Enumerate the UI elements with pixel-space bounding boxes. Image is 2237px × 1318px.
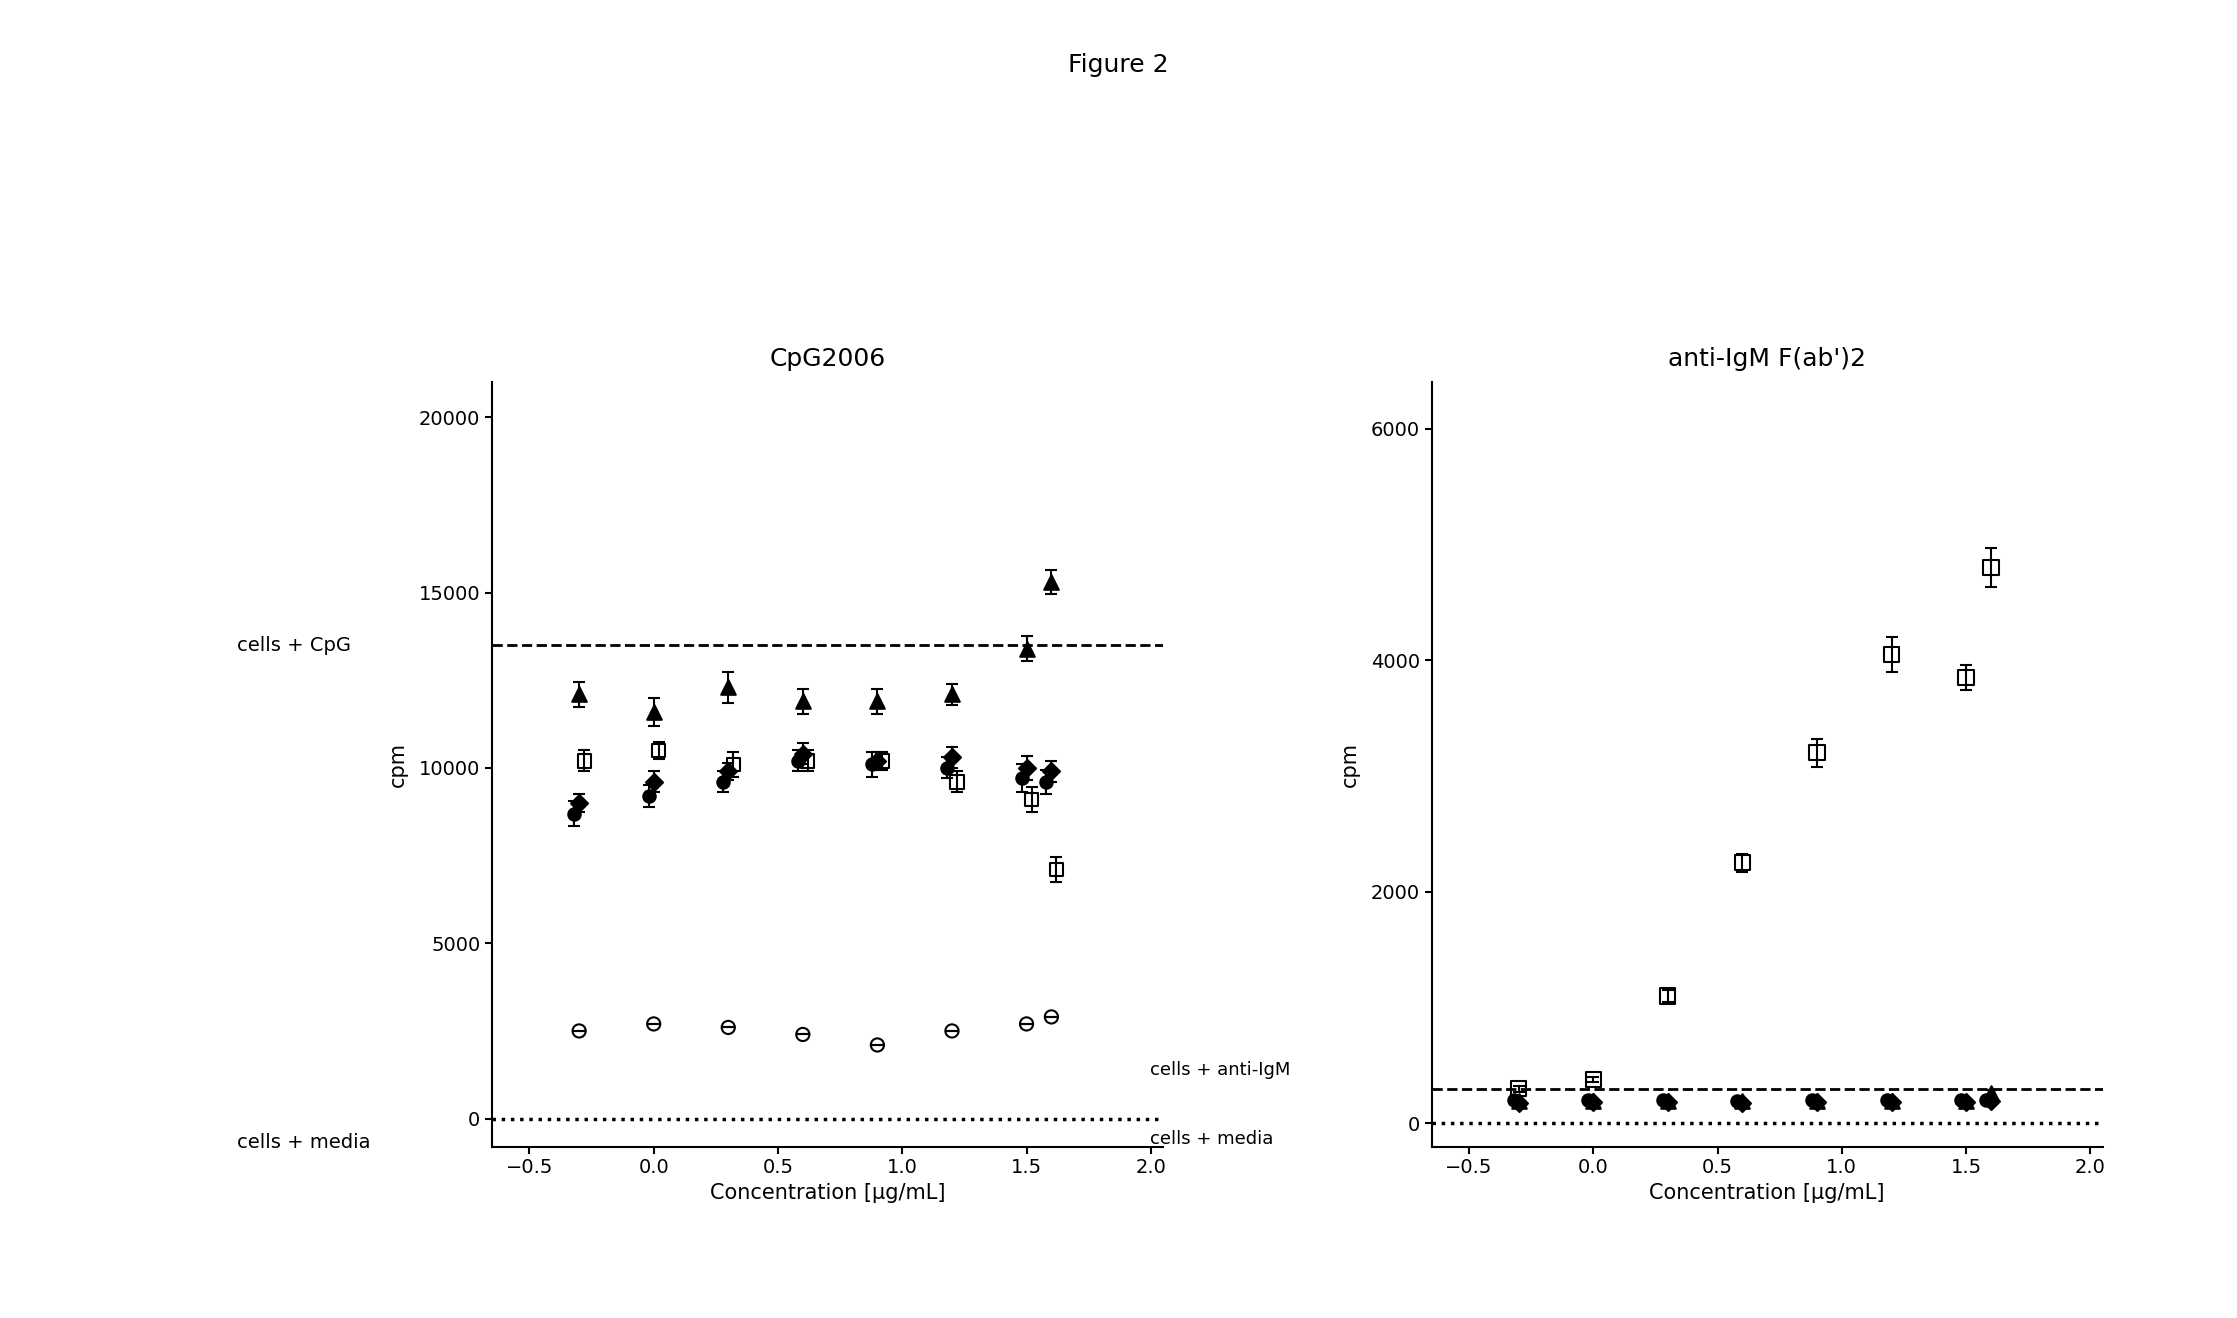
Point [1799, 742, 1834, 763]
Point [1973, 558, 2009, 579]
Point [705, 771, 740, 792]
Point [1033, 572, 1069, 593]
Y-axis label: cpm: cpm [387, 742, 407, 787]
Point [1009, 1014, 1045, 1035]
Point [635, 771, 671, 792]
Point [1009, 758, 1045, 779]
Point [631, 786, 667, 807]
Point [1501, 1078, 1537, 1099]
Point [1794, 1090, 1830, 1111]
Point [1004, 768, 1040, 789]
Point [859, 691, 895, 712]
Point [1575, 1069, 1611, 1090]
Text: cells + anti-IgM: cells + anti-IgM [1150, 1061, 1291, 1079]
Point [640, 739, 676, 760]
Point [1009, 638, 1045, 659]
Point [716, 754, 752, 775]
Point [561, 1020, 597, 1041]
Point [711, 1017, 747, 1039]
X-axis label: Concentration [µg/mL]: Concentration [µg/mL] [709, 1184, 946, 1203]
Point [1725, 1091, 1761, 1112]
Point [1501, 1091, 1537, 1112]
Point [711, 676, 747, 697]
Point [1029, 771, 1065, 792]
Point [855, 754, 890, 775]
Point [928, 758, 964, 779]
Point [1038, 859, 1074, 880]
Point [935, 747, 971, 768]
Point [1570, 1090, 1606, 1111]
Text: cells + media: cells + media [237, 1132, 371, 1152]
Point [935, 684, 971, 705]
Point [1720, 1091, 1756, 1112]
Point [1575, 1091, 1611, 1112]
Point [785, 1024, 821, 1045]
Point [1875, 1091, 1910, 1112]
Point [1725, 853, 1761, 874]
Point [1799, 1091, 1834, 1112]
Point [863, 750, 899, 771]
Point [561, 684, 597, 705]
Text: cells + media: cells + media [1150, 1131, 1273, 1148]
Point [1948, 1091, 1984, 1112]
Point [1651, 986, 1687, 1007]
Point [1973, 1083, 2009, 1104]
Point [561, 792, 597, 813]
Point [1497, 1090, 1532, 1111]
Point [781, 750, 817, 771]
Point [1575, 1091, 1611, 1112]
Point [785, 743, 821, 764]
Point [1013, 789, 1049, 811]
Point [859, 750, 895, 771]
Point [1868, 1090, 1904, 1111]
Point [935, 1020, 971, 1041]
Point [566, 750, 602, 771]
Point [1948, 667, 1984, 688]
Point [1799, 1090, 1834, 1111]
Point [1875, 1090, 1910, 1111]
Text: Figure 2: Figure 2 [1069, 53, 1168, 76]
Point [1651, 1091, 1687, 1112]
Point [1875, 645, 1910, 666]
Point [1644, 1090, 1680, 1111]
Point [785, 691, 821, 712]
X-axis label: Concentration [µg/mL]: Concentration [µg/mL] [1649, 1184, 1886, 1203]
Title: anti-IgM F(ab')2: anti-IgM F(ab')2 [1669, 347, 1866, 370]
Point [859, 1035, 895, 1056]
Point [711, 760, 747, 782]
Point [1969, 1090, 2004, 1111]
Point [790, 750, 825, 771]
Y-axis label: cpm: cpm [1340, 742, 1360, 787]
Point [1501, 1093, 1537, 1114]
Point [635, 1014, 671, 1035]
Point [1973, 1091, 2009, 1112]
Point [940, 771, 975, 792]
Point [1651, 1090, 1687, 1111]
Point [1033, 1007, 1069, 1028]
Point [1033, 760, 1069, 782]
Point [1944, 1090, 1980, 1111]
Title: CpG2006: CpG2006 [770, 347, 886, 370]
Point [1948, 1090, 1984, 1111]
Text: cells + CpG: cells + CpG [237, 635, 351, 655]
Point [557, 803, 593, 824]
Point [635, 701, 671, 722]
Point [1725, 1093, 1761, 1114]
